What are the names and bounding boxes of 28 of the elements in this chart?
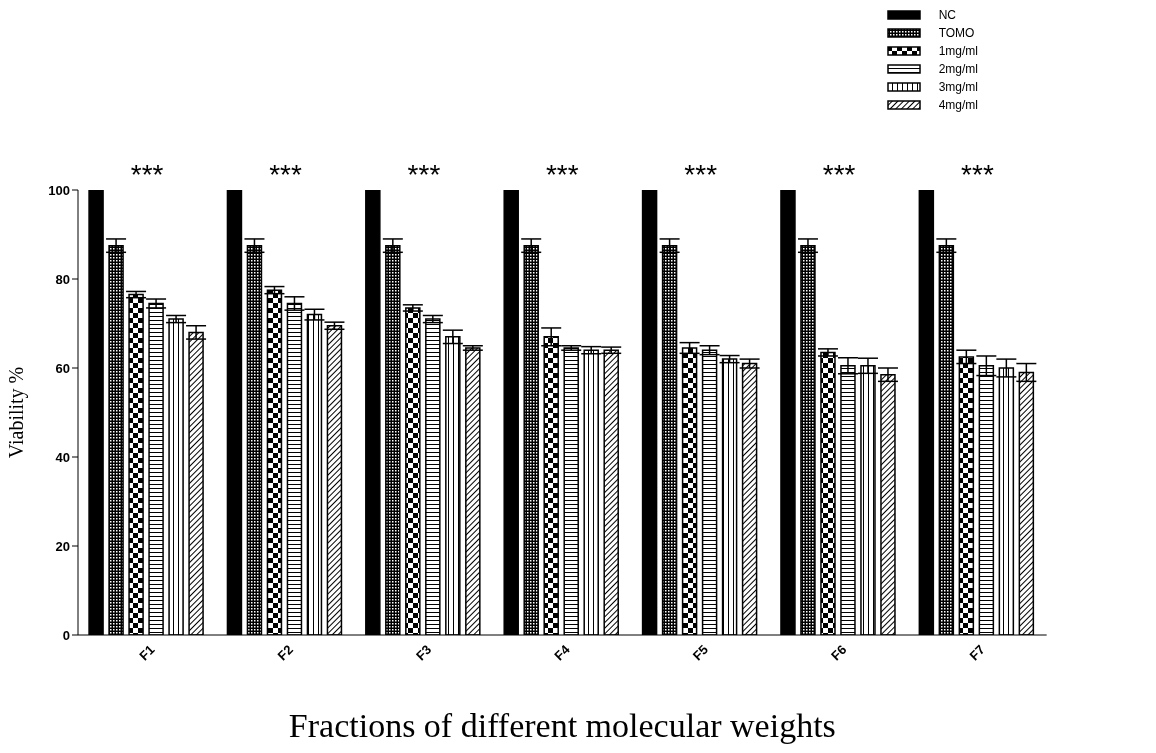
- x-tick-label: F7: [966, 641, 988, 664]
- legend-label: 1mg/ml: [938, 44, 978, 58]
- y-tick-label: 100: [48, 182, 70, 198]
- annotation: ***: [822, 159, 856, 190]
- y-axis-title: Viability %: [5, 366, 29, 459]
- annotation: ***: [545, 159, 579, 190]
- y-tick-label: 60: [55, 360, 70, 376]
- annotation: ***: [684, 159, 718, 190]
- legend-label: 3mg/ml: [938, 80, 978, 94]
- x-tick-label: F2: [274, 641, 296, 664]
- y-tick-label: 20: [55, 538, 70, 554]
- y-tick-label: 40: [55, 449, 70, 465]
- legend-label: 2mg/ml: [938, 62, 978, 76]
- y-tick-label: 0: [62, 627, 70, 643]
- x-tick-label: F1: [136, 641, 158, 664]
- legend-label: TOMO: [938, 26, 975, 40]
- annotation: ***: [269, 159, 303, 190]
- x-tick-label: F6: [828, 641, 850, 664]
- legend-label: NC: [938, 8, 956, 22]
- legend-label: 4mg/ml: [938, 98, 978, 112]
- y-tick-label: 80: [55, 271, 70, 287]
- annotation: ***: [961, 159, 994, 190]
- x-axis-title: Fractions of different molecular weights: [288, 707, 836, 744]
- annotation: ***: [407, 159, 441, 190]
- x-tick-label: F5: [689, 641, 712, 664]
- annotation: ***: [130, 159, 164, 190]
- x-tick-label: F3: [412, 641, 435, 664]
- x-tick-label: F4: [551, 641, 574, 664]
